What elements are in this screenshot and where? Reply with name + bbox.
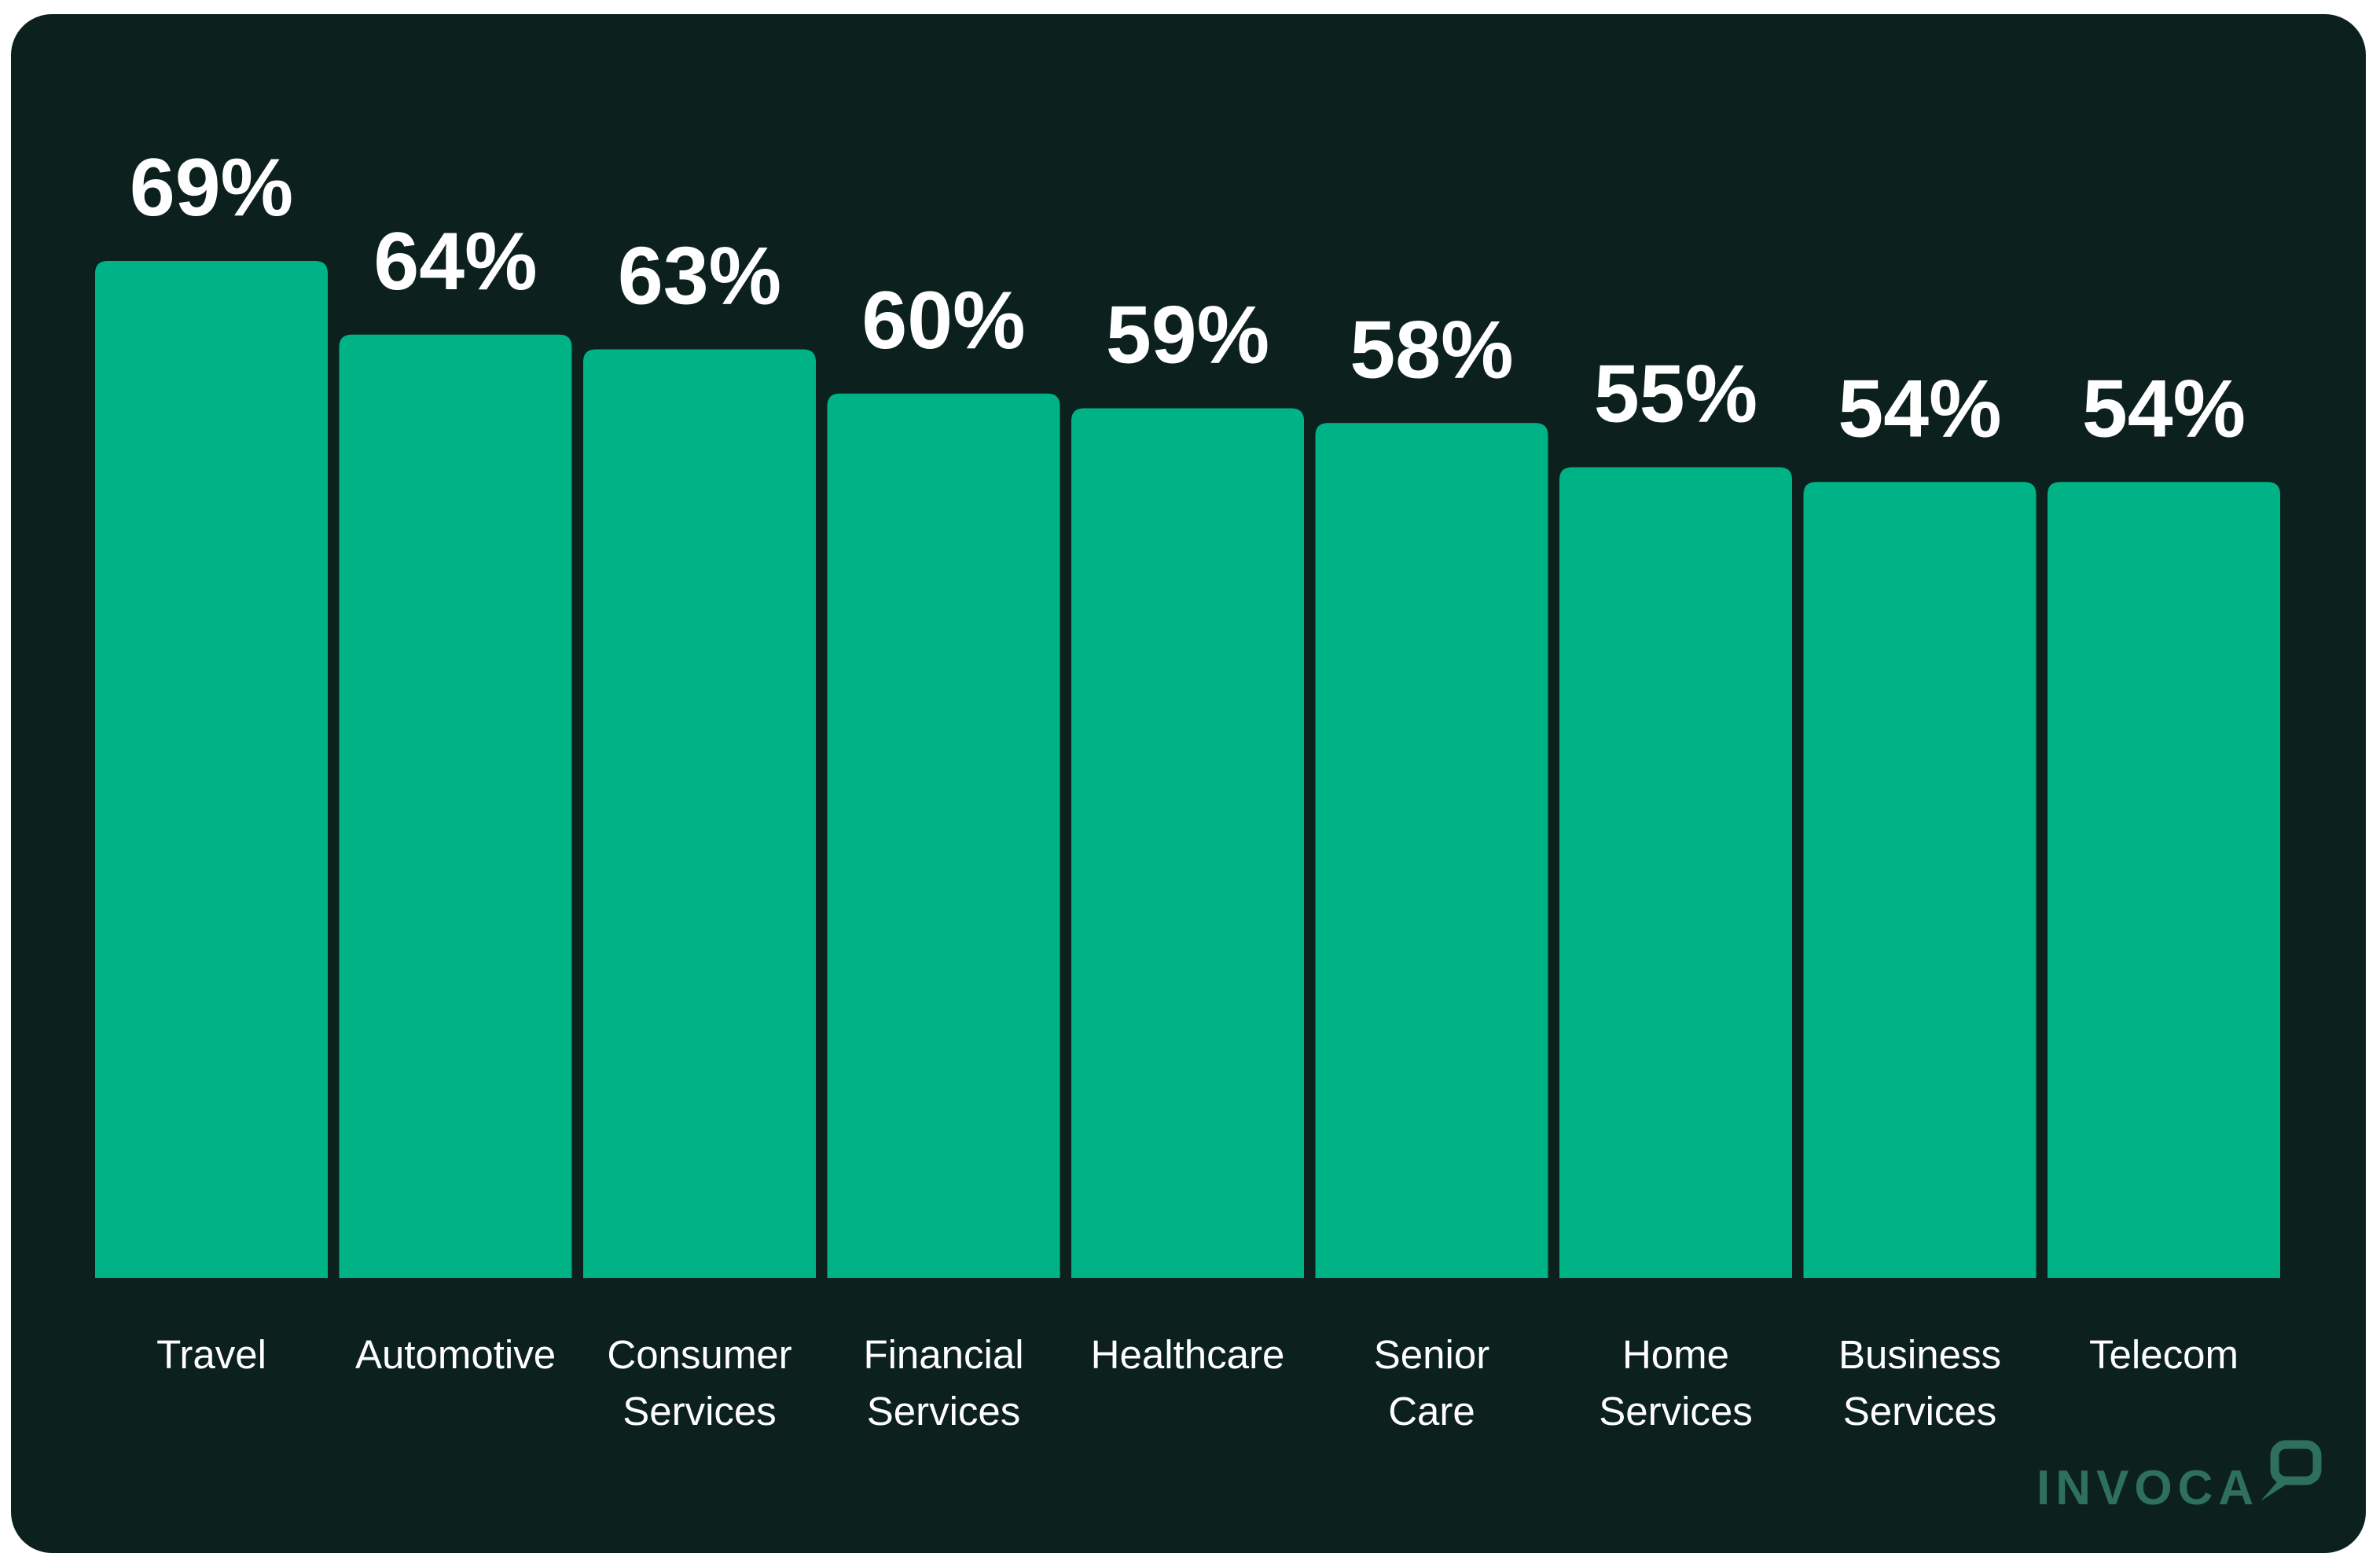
category-label: Healthcare bbox=[1091, 1332, 1285, 1377]
category-label: Travel bbox=[156, 1332, 266, 1377]
logo-wordmark: INVOCA bbox=[2037, 1461, 2259, 1515]
category-label: Services bbox=[1599, 1389, 1753, 1434]
value-label: 55% bbox=[1594, 349, 1757, 440]
value-label: 64% bbox=[373, 216, 537, 307]
value-label: 60% bbox=[861, 275, 1025, 366]
category-label: Services bbox=[1843, 1389, 1997, 1434]
category-label: Telecom bbox=[2089, 1332, 2239, 1377]
category-label: Senior bbox=[1374, 1332, 1489, 1377]
value-label: 54% bbox=[1838, 363, 2001, 454]
bar-financial-services bbox=[827, 393, 1060, 1279]
bars-group bbox=[95, 261, 2280, 1279]
category-labels-group: Travel Automotive Consumer Services Financia… bbox=[156, 1332, 2239, 1434]
bar-automotive bbox=[339, 334, 572, 1279]
value-label: 63% bbox=[618, 231, 781, 322]
value-label: 54% bbox=[2082, 363, 2246, 454]
category-label: Care bbox=[1388, 1389, 1475, 1434]
category-label: Consumer bbox=[607, 1332, 791, 1377]
value-labels-group: 69% 64% 63% 60% 59% 58% 55% 54% 54% bbox=[130, 142, 2246, 454]
bar-consumer-services bbox=[583, 349, 816, 1278]
bar-home-services bbox=[1559, 467, 1792, 1278]
category-label: Services bbox=[623, 1389, 777, 1434]
value-label: 58% bbox=[1350, 304, 1513, 395]
bar-healthcare bbox=[1071, 408, 1304, 1278]
bar-telecom bbox=[2048, 482, 2280, 1278]
category-label: Business bbox=[1838, 1332, 2001, 1377]
invoca-logo: INVOCA bbox=[2037, 1440, 2322, 1515]
chart-card: 69% 64% 63% 60% 59% 58% 55% 54% 54% Travel Automo… bbox=[11, 14, 2366, 1553]
category-label: Services bbox=[867, 1389, 1021, 1434]
bar-travel bbox=[95, 261, 328, 1278]
bar-business-services bbox=[1803, 482, 2037, 1278]
bar-chart: 69% 64% 63% 60% 59% 58% 55% 54% 54% Travel Automo… bbox=[95, 142, 2322, 1515]
bar-senior-care bbox=[1315, 423, 1548, 1279]
value-label: 69% bbox=[130, 142, 293, 233]
value-label: 59% bbox=[1106, 290, 1269, 381]
category-label: Automotive bbox=[355, 1332, 556, 1377]
speech-bubble-icon bbox=[2261, 1440, 2322, 1501]
category-label: Financial bbox=[863, 1332, 1023, 1377]
category-label: Home bbox=[1622, 1332, 1729, 1377]
